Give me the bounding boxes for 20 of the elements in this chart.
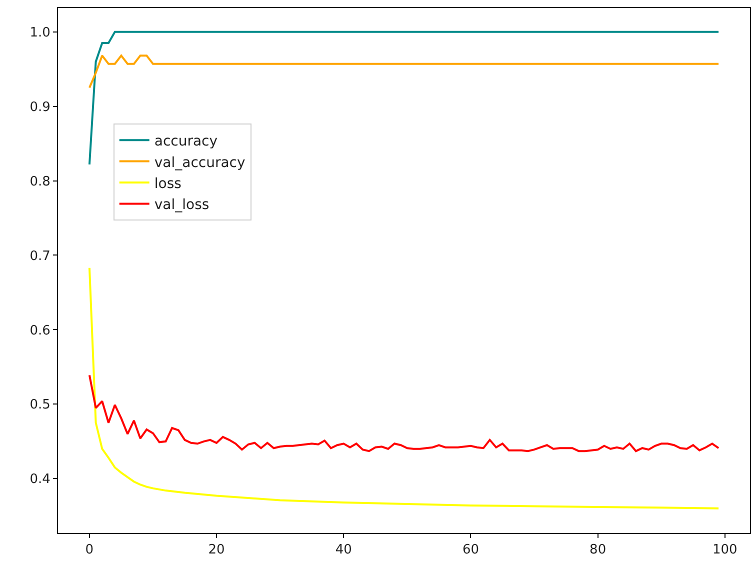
x-tick-label: 0 — [85, 542, 94, 558]
y-tick-label: 0.9 — [30, 100, 50, 115]
x-tick-label: 100 — [712, 542, 738, 558]
legend-label: loss — [154, 176, 182, 192]
y-tick-label: 0.5 — [30, 398, 50, 413]
legend-label: val_accuracy — [154, 154, 246, 171]
x-tick-label: 60 — [462, 542, 479, 558]
y-tick-label: 1.0 — [30, 25, 50, 40]
x-tick-label: 40 — [335, 542, 352, 558]
line-series — [88, 54, 720, 89]
legend-label: val_loss — [154, 197, 210, 214]
line-series — [88, 266, 720, 510]
y-tick-label: 0.6 — [30, 323, 50, 338]
y-tick-label: 0.4 — [30, 472, 50, 488]
x-tick-label: 80 — [590, 542, 606, 558]
x-tick-label: 20 — [208, 542, 225, 558]
line-series — [88, 374, 720, 452]
legend-label: accuracy — [154, 134, 218, 150]
y-tick-label: 0.8 — [30, 174, 50, 190]
y-tick-label: 0.7 — [30, 248, 50, 264]
